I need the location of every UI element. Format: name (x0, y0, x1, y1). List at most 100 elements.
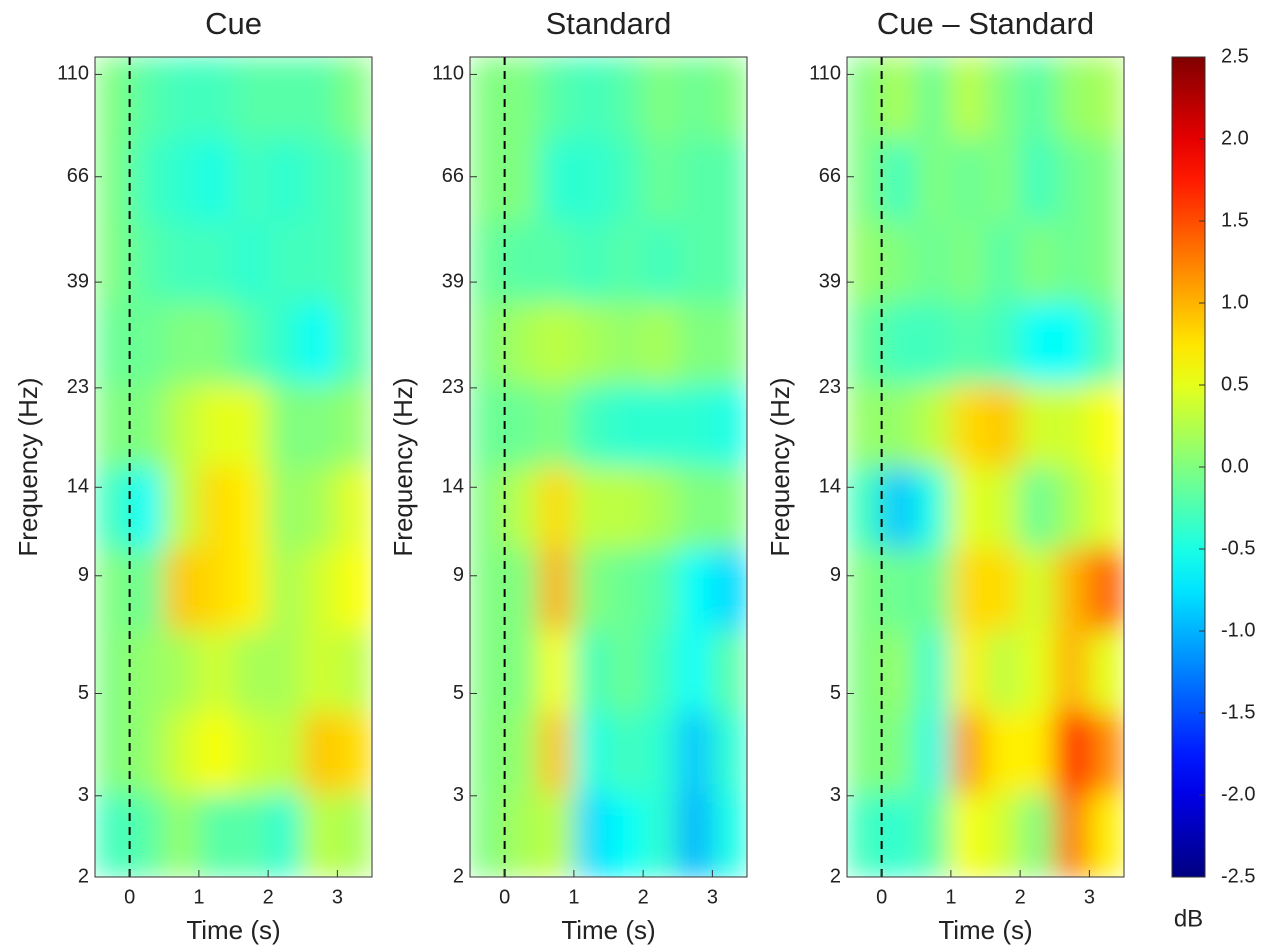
heatmap-cell (608, 383, 644, 467)
heatmap-cell (302, 138, 338, 222)
heatmap-cell (163, 220, 200, 303)
y-tick-label: 66 (442, 165, 464, 187)
heatmap-cell (608, 138, 644, 222)
heatmap-cell (198, 547, 234, 631)
heatmap-cell (233, 301, 269, 385)
heatmap-cells (847, 57, 1124, 877)
heatmap-cell (847, 629, 883, 713)
heatmap-cell (538, 465, 575, 549)
heatmap-cell (470, 220, 506, 303)
heatmap-cell (1088, 301, 1124, 385)
heatmap-cell (1019, 547, 1056, 631)
x-axis-label: Time (s) (561, 915, 655, 945)
heatmap-cell (538, 629, 575, 713)
heatmap-cell (677, 383, 713, 467)
heatmap-cell (915, 711, 952, 794)
heatmap-cell (985, 301, 1021, 385)
heatmap-cell (163, 792, 200, 877)
heatmap-cell (504, 138, 540, 222)
x-tick-label: 1 (568, 886, 579, 908)
x-tick-label: 0 (876, 886, 887, 908)
heatmap-cell (1088, 711, 1124, 794)
colorbar-tick-label: 1.0 (1221, 291, 1249, 313)
heatmap-cell (847, 711, 883, 794)
heatmap-cell (573, 792, 609, 877)
heatmap-cell (677, 547, 713, 631)
heatmap-cell (847, 465, 883, 549)
heatmap-cell (847, 138, 883, 222)
heatmap-cell (95, 383, 131, 467)
x-axis-label: Time (s) (938, 915, 1032, 945)
heatmap-cell (504, 383, 540, 467)
heatmap-cell (985, 57, 1021, 140)
heatmap-cell (1054, 629, 1090, 713)
heatmap-cell (677, 301, 713, 385)
heatmap-cell (1088, 465, 1124, 549)
heatmap-cell (95, 711, 131, 794)
heatmap-cell (163, 57, 200, 140)
heatmap-cell (267, 465, 304, 549)
heatmap-cell (233, 547, 269, 631)
heatmap-cell (608, 792, 644, 877)
heatmap-cell (504, 629, 540, 713)
heatmap-cell (573, 465, 609, 549)
heatmap-cell (711, 711, 747, 794)
heatmap-cell (915, 301, 952, 385)
heatmap-cell (985, 711, 1021, 794)
chart-title: Cue – Standard (877, 6, 1094, 41)
heatmap-cell (336, 465, 372, 549)
heatmap-cell (677, 57, 713, 140)
heatmap-cell (470, 629, 506, 713)
heatmap-cell (677, 711, 713, 794)
heatmap-cell (267, 57, 304, 140)
heatmap-cell (985, 792, 1021, 877)
x-tick-label: 1 (945, 886, 956, 908)
chart-title: Standard (546, 6, 672, 41)
heatmap-cell (642, 629, 679, 713)
heatmap-cell (1019, 465, 1056, 549)
colorbar-tick-label: -2.0 (1221, 783, 1255, 805)
heatmap-cell (302, 301, 338, 385)
heatmap-cell (504, 465, 540, 549)
heatmap-cell (1088, 138, 1124, 222)
heatmap-cell (504, 711, 540, 794)
heatmap-cell (163, 301, 200, 385)
heatmap-cell (302, 711, 338, 794)
heatmap-cell (267, 547, 304, 631)
heatmap-cell (985, 547, 1021, 631)
y-tick-label: 39 (67, 270, 89, 292)
heatmap-cell (198, 57, 234, 140)
heatmap-cell (336, 138, 372, 222)
heatmap-cell (163, 629, 200, 713)
heatmap-cell (538, 301, 575, 385)
heatmap-cells (470, 57, 747, 877)
heatmap-cell (470, 792, 506, 877)
x-tick-label: 1 (193, 886, 204, 908)
heatmap-cell (504, 220, 540, 303)
heatmap-cell (129, 138, 165, 222)
heatmap-cell (198, 220, 234, 303)
heatmap-cell (847, 57, 883, 140)
heatmap-cell (608, 547, 644, 631)
heatmap-cell (129, 301, 165, 385)
heatmap-cell (163, 465, 200, 549)
heatmap-cell (336, 629, 372, 713)
heatmap-cell (950, 465, 986, 549)
heatmap-cell (1088, 220, 1124, 303)
y-axis-label: Frequency (Hz) (13, 377, 43, 556)
heatmap-cell (1019, 711, 1056, 794)
heatmap-cell (642, 57, 679, 140)
x-tick-label: 0 (499, 886, 510, 908)
heatmap-cell (642, 711, 679, 794)
heatmap-cell (504, 57, 540, 140)
heatmap-cell (129, 629, 165, 713)
heatmap-cell (163, 547, 200, 631)
heatmap-cell (711, 465, 747, 549)
heatmap-cell (233, 465, 269, 549)
heatmap-cell (677, 629, 713, 713)
heatmap-cell (129, 792, 165, 877)
x-tick-label: 2 (638, 886, 649, 908)
x-tick-label: 2 (1015, 886, 1026, 908)
heatmap-cell (711, 792, 747, 877)
